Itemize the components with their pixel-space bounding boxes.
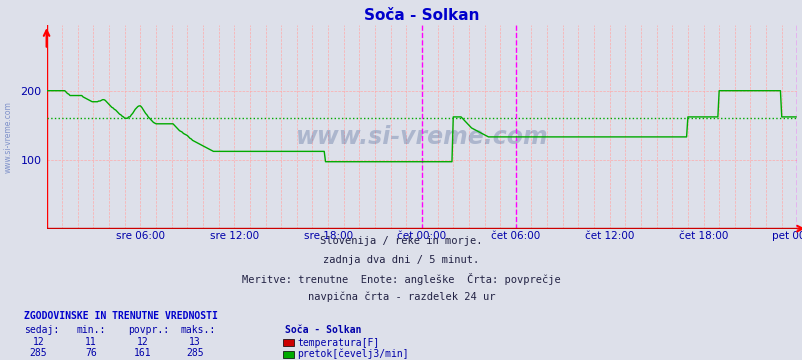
Text: Soča - Solkan: Soča - Solkan bbox=[285, 325, 361, 335]
Text: pretok[čevelj3/min]: pretok[čevelj3/min] bbox=[297, 349, 408, 360]
Text: povpr.:: povpr.: bbox=[128, 325, 169, 335]
Text: 285: 285 bbox=[30, 348, 47, 359]
Text: Slovenija / reke in morje.: Slovenija / reke in morje. bbox=[320, 236, 482, 246]
Text: navpična črta - razdelek 24 ur: navpična črta - razdelek 24 ur bbox=[307, 292, 495, 302]
Text: 11: 11 bbox=[85, 337, 96, 347]
Text: min.:: min.: bbox=[76, 325, 106, 335]
Text: www.si-vreme.com: www.si-vreme.com bbox=[3, 101, 13, 173]
Text: zadnja dva dni / 5 minut.: zadnja dva dni / 5 minut. bbox=[323, 255, 479, 265]
Title: Soča - Solkan: Soča - Solkan bbox=[364, 8, 479, 23]
Text: sedaj:: sedaj: bbox=[24, 325, 59, 335]
Text: 12: 12 bbox=[137, 337, 148, 347]
Text: 12: 12 bbox=[33, 337, 44, 347]
Text: 13: 13 bbox=[189, 337, 200, 347]
Text: 76: 76 bbox=[85, 348, 96, 359]
Text: maks.:: maks.: bbox=[180, 325, 216, 335]
Text: 285: 285 bbox=[186, 348, 204, 359]
Text: temperatura[F]: temperatura[F] bbox=[297, 338, 379, 348]
Text: 161: 161 bbox=[134, 348, 152, 359]
Text: www.si-vreme.com: www.si-vreme.com bbox=[295, 125, 548, 149]
Text: ZGODOVINSKE IN TRENUTNE VREDNOSTI: ZGODOVINSKE IN TRENUTNE VREDNOSTI bbox=[24, 311, 217, 321]
Text: Meritve: trenutne  Enote: angleške  Črta: povprečje: Meritve: trenutne Enote: angleške Črta: … bbox=[242, 273, 560, 285]
